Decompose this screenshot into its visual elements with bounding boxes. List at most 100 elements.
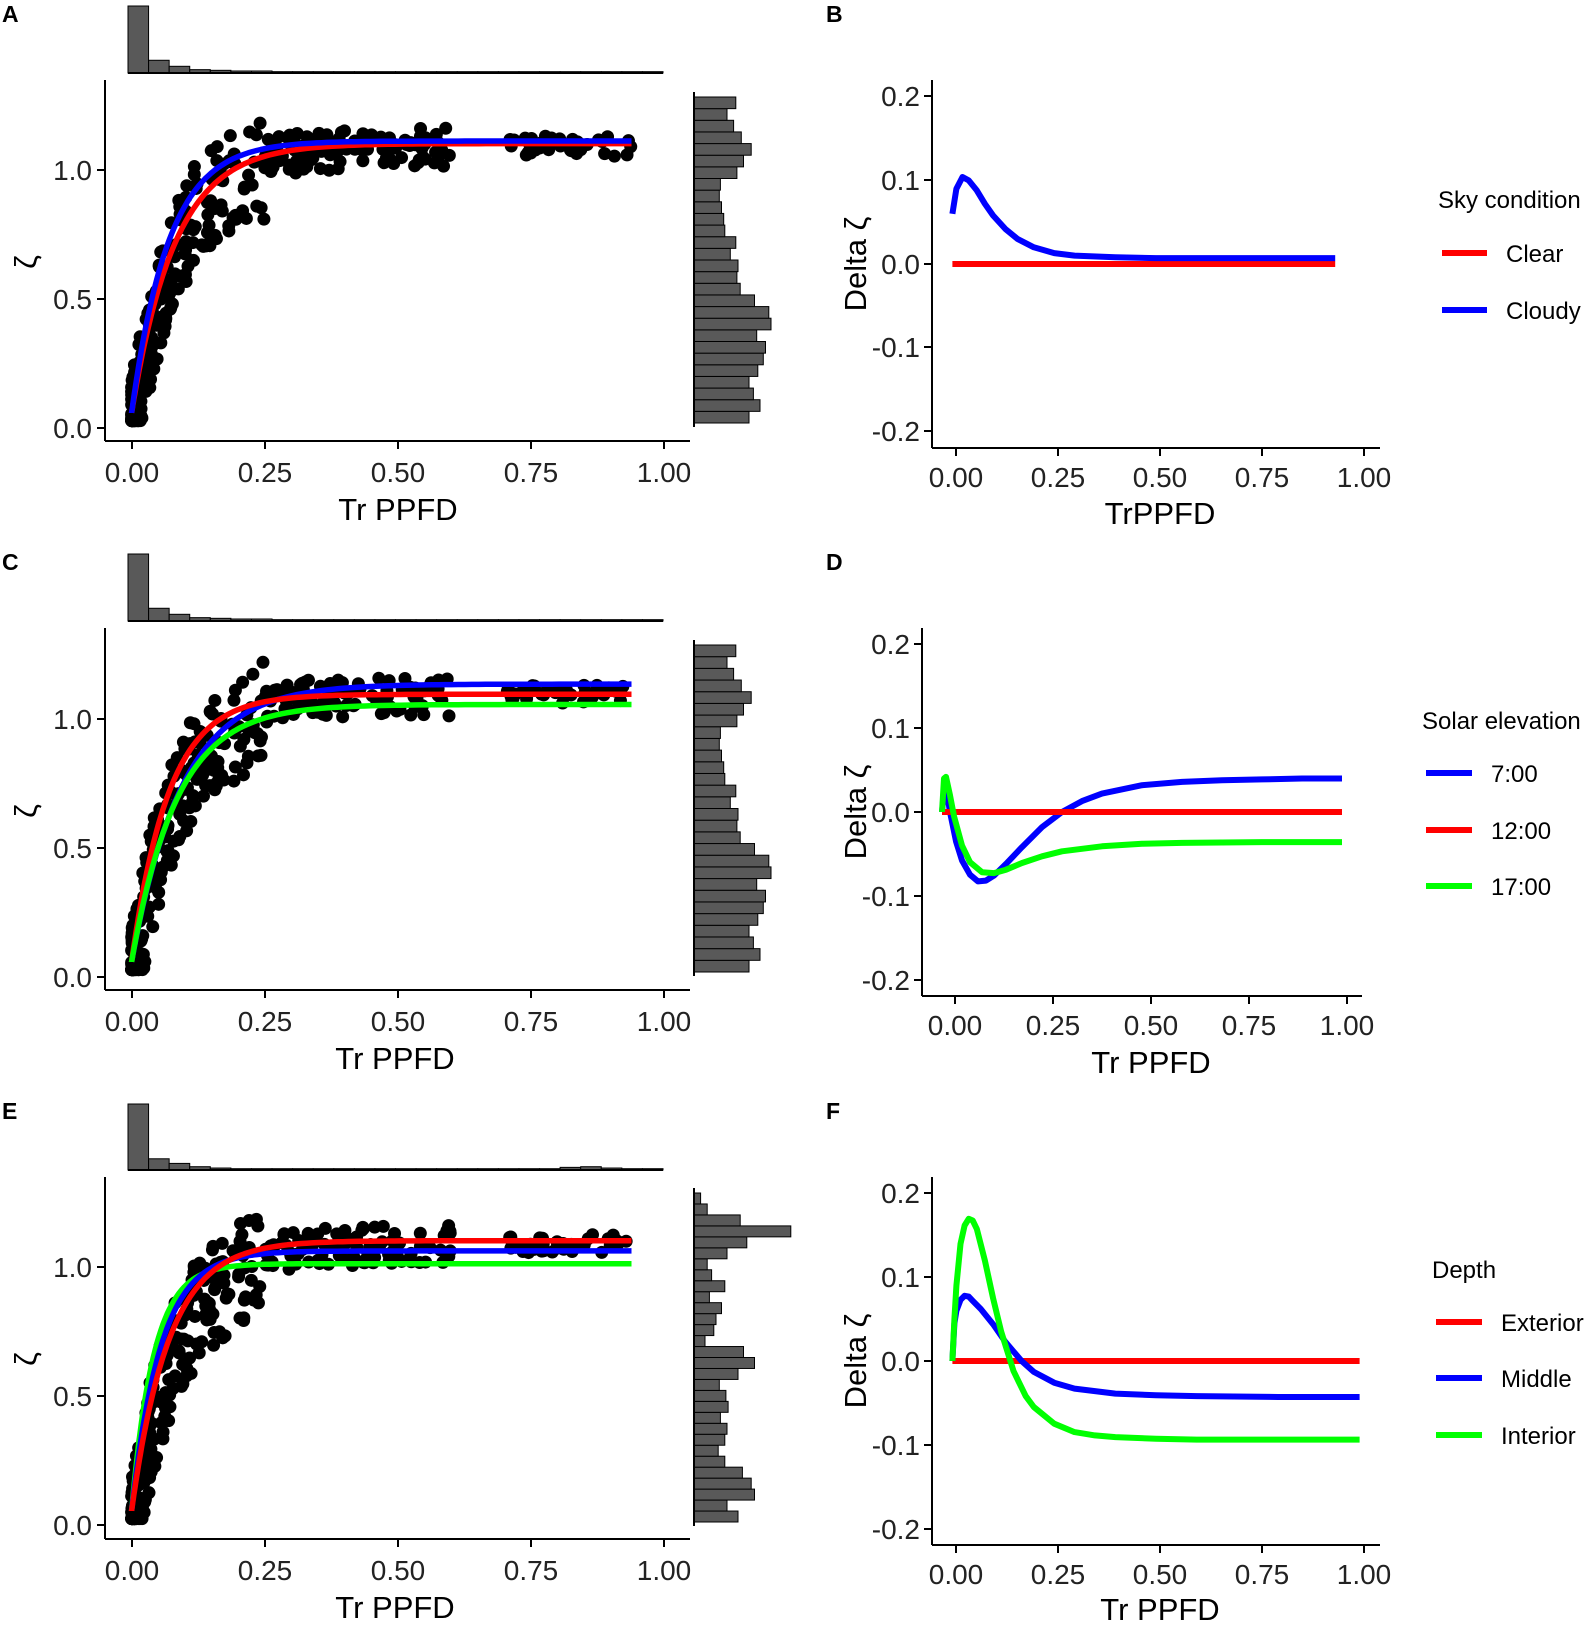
scatter-point xyxy=(237,732,251,746)
legend-label: Exterior xyxy=(1501,1310,1584,1337)
scatter-point xyxy=(235,1228,249,1242)
right-histogram-bar xyxy=(693,189,720,203)
series-line-7-00 xyxy=(939,775,1342,885)
scatter-point xyxy=(206,1239,220,1253)
right-histogram-bar xyxy=(693,119,735,133)
legend-title: Solar elevation xyxy=(1422,708,1581,735)
right-histogram-bar xyxy=(693,889,766,903)
scatter-point xyxy=(282,162,296,176)
right-histogram-bar xyxy=(693,1346,744,1358)
y-tick-label: 0.0 xyxy=(881,1346,920,1377)
scatter-point xyxy=(190,772,204,786)
y-tick-label: -0.1 xyxy=(872,332,920,363)
scatter-point xyxy=(261,132,275,146)
scatter-point xyxy=(227,693,241,707)
scatter-point xyxy=(203,705,217,719)
y-tick-label: 0.5 xyxy=(53,284,92,315)
scatter-point xyxy=(195,1335,209,1349)
x-tick-label: 0.50 xyxy=(1133,1559,1188,1590)
series-line-middle xyxy=(949,1292,1360,1400)
scatter-point xyxy=(571,144,585,158)
y-axis-title: ζ xyxy=(8,1352,43,1366)
right-histogram-bar xyxy=(693,236,737,249)
legend-label: 17:00 xyxy=(1491,874,1551,901)
legend-label: Clear xyxy=(1506,241,1563,268)
y-tick-label: 0.2 xyxy=(881,1178,920,1209)
scatter-point xyxy=(186,223,200,237)
right-histogram-bar xyxy=(693,656,728,669)
scatter-point xyxy=(179,235,193,249)
y-tick-0: 0.0 xyxy=(53,962,105,993)
right-histogram-bar xyxy=(693,1335,706,1348)
top-histogram-bar xyxy=(127,1103,150,1171)
scatter-point xyxy=(239,1290,253,1304)
scatter-point xyxy=(236,675,250,689)
legend-title: Sky condition xyxy=(1438,187,1581,214)
x-tick-3: 0.75 xyxy=(1222,996,1276,1041)
scatter-point xyxy=(129,963,143,977)
y-tick-3: 0.1 xyxy=(881,165,932,196)
x-tick-label: 1.00 xyxy=(637,1006,692,1037)
series-line-17-00 xyxy=(939,773,1342,877)
x-tick-label: 0.75 xyxy=(504,1555,559,1586)
right-histogram-bar xyxy=(693,1367,739,1380)
y-tick-2: 1.0 xyxy=(53,155,105,186)
right-histogram-bar xyxy=(693,854,770,868)
right-histogram-bar xyxy=(693,352,764,366)
y-axis-title: Delta ζ xyxy=(838,216,873,311)
x-tick-label: 1.00 xyxy=(637,1555,692,1586)
scatter-point xyxy=(160,844,174,858)
right-histogram-bar xyxy=(693,317,772,331)
scatter-point xyxy=(210,140,224,154)
scatter-point xyxy=(257,212,271,226)
right-histogram-bar xyxy=(693,201,722,214)
right-histogram-bar xyxy=(693,1225,792,1238)
right-histogram-bar xyxy=(693,948,761,961)
right-histogram-bar xyxy=(693,1302,722,1315)
x-tick-0: 0.00 xyxy=(928,996,982,1041)
right-histogram-bar xyxy=(693,1466,743,1479)
legend-title: Depth xyxy=(1432,1257,1496,1284)
scatter-point xyxy=(146,920,160,934)
scatter-point xyxy=(283,128,297,142)
delta-plot-f: -0.2 -0.1 0.0 0.1 0.2 0.00 0.25 0.50 0.7… xyxy=(838,1177,1391,1627)
y-tick-label: -0.2 xyxy=(872,1514,920,1545)
scatter-plot-c: 0.0 0.5 1.0 0.00 0.25 0.50 0.75 1.00 Tr … xyxy=(8,628,691,1076)
right-histogram-bar xyxy=(693,1433,726,1446)
scatter-point xyxy=(313,162,327,176)
scatter-point xyxy=(125,407,139,421)
scatter-point xyxy=(251,1219,265,1233)
y-tick-label: 0.0 xyxy=(53,413,92,444)
scatter-point xyxy=(173,830,187,844)
y-tick-0: -0.2 xyxy=(872,416,932,447)
scatter-point xyxy=(208,1283,222,1297)
scatter-point xyxy=(356,154,370,168)
y-tick-0: 0.0 xyxy=(53,413,105,444)
y-axis-title: Delta ζ xyxy=(838,764,873,859)
panel-letter-b: B xyxy=(826,1,843,27)
right-histogram-bar xyxy=(693,667,735,681)
scatter-point xyxy=(172,1344,186,1358)
scatter-point xyxy=(202,218,216,232)
delta-plot-b: -0.2 -0.1 0.0 0.1 0.2 0.00 0.25 0.50 0.7… xyxy=(838,80,1391,531)
x-axis-title: Tr PPFD xyxy=(1091,1045,1210,1080)
right-histogram-bar xyxy=(693,364,759,377)
scatter-point xyxy=(164,279,178,293)
fit-curve-red xyxy=(128,691,632,965)
x-tick-label: 0.50 xyxy=(1124,1010,1179,1041)
right-histogram-bar xyxy=(693,282,741,296)
x-tick-4: 1.00 xyxy=(1337,448,1391,493)
right-histogram-bar xyxy=(693,913,759,926)
x-tick-1: 0.25 xyxy=(238,990,292,1037)
scatter-point xyxy=(376,1219,390,1233)
x-tick-label: 0.75 xyxy=(504,457,559,488)
y-tick-4: 0.2 xyxy=(881,81,932,112)
scatter-point xyxy=(372,671,386,685)
scatter-point xyxy=(250,727,264,741)
y-tick-4: 0.2 xyxy=(871,629,922,660)
legend-item-middle: Middle xyxy=(1436,1366,1572,1393)
y-tick-label: 0.1 xyxy=(871,713,910,744)
y-tick-label: 0.0 xyxy=(881,249,920,280)
x-tick-label: 1.00 xyxy=(1337,1559,1392,1590)
scatter-point xyxy=(237,182,251,196)
